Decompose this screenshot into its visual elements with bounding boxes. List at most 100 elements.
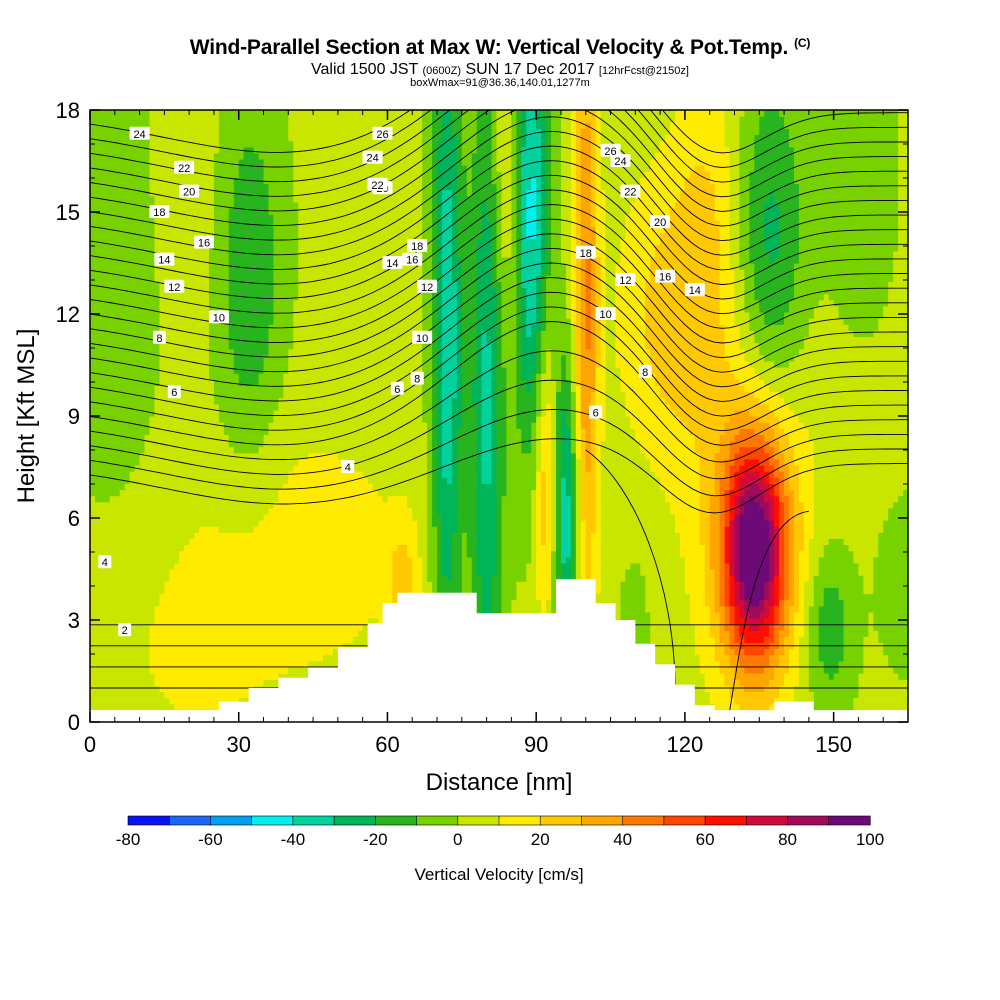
y-tick-label: 6 bbox=[68, 506, 80, 531]
contour-label: 16 bbox=[655, 269, 676, 284]
colorbar-swatch bbox=[704, 815, 747, 826]
contour-label: 6 bbox=[167, 385, 181, 399]
colorbar-swatch bbox=[581, 815, 624, 826]
colorbar-tick-label: 20 bbox=[531, 830, 550, 849]
contour-label-bg bbox=[684, 283, 705, 297]
contour-label: 12 bbox=[164, 279, 185, 294]
contour-label: 14 bbox=[684, 283, 705, 297]
isentrope bbox=[90, 110, 908, 168]
contour-label: 16 bbox=[194, 235, 215, 250]
colorbar-tick-label: -40 bbox=[281, 830, 306, 849]
contour-label-bg bbox=[372, 126, 393, 140]
isentrope bbox=[90, 291, 908, 417]
contour-label-text: 22 bbox=[624, 187, 636, 199]
contour-label: 10 bbox=[208, 310, 229, 324]
contour-label: 12 bbox=[417, 279, 438, 294]
contour-label-text: 10 bbox=[416, 333, 428, 345]
valid-zulu: (0600Z) bbox=[422, 65, 462, 77]
x-tick-label: 30 bbox=[226, 732, 250, 757]
contour-label-bg bbox=[595, 307, 616, 320]
colorbar-swatch bbox=[498, 815, 541, 826]
contour-label-bg bbox=[367, 177, 388, 191]
contour-label-bg bbox=[167, 385, 181, 399]
colorbar-swatch bbox=[127, 815, 170, 826]
contour-label-text: 16 bbox=[659, 272, 671, 284]
contour-label-text: 16 bbox=[198, 238, 210, 250]
colorbar-swatch bbox=[622, 815, 665, 826]
isentrope bbox=[90, 306, 908, 432]
contour-label-bg bbox=[179, 184, 200, 198]
contour-label: 24 bbox=[362, 150, 383, 165]
contour-label-text: 24 bbox=[133, 129, 145, 141]
terrain-mask bbox=[90, 579, 908, 722]
colorbar-swatch bbox=[251, 815, 294, 826]
contour-label: 8 bbox=[638, 364, 652, 379]
y-tick-label: 0 bbox=[68, 710, 80, 735]
isentrope bbox=[90, 277, 908, 402]
isentrope bbox=[90, 116, 908, 242]
contour-label: 4 bbox=[341, 460, 355, 474]
isentrope bbox=[90, 321, 908, 446]
contour-label-bg bbox=[650, 215, 671, 229]
contour-label-text: 18 bbox=[411, 241, 423, 253]
isentrope bbox=[90, 130, 908, 256]
valid-date: SUN 17 Dec 2017 bbox=[465, 61, 595, 78]
contour-label-bg bbox=[382, 256, 403, 269]
contour-label-bg bbox=[638, 364, 652, 378]
contour-label: 10 bbox=[595, 307, 616, 321]
contour-label-bg bbox=[417, 279, 438, 293]
isentrope bbox=[90, 218, 908, 344]
valid-time: Valid 1500 JST bbox=[311, 61, 419, 78]
contour-label-text: 12 bbox=[168, 282, 180, 294]
potential-temperature-contours bbox=[90, 110, 908, 712]
contour-label-text: 22 bbox=[178, 163, 190, 175]
colorbar-swatch bbox=[375, 815, 418, 826]
isentrope bbox=[90, 110, 908, 183]
x-tick-label: 90 bbox=[524, 732, 548, 757]
contour-label-text: 6 bbox=[394, 384, 400, 396]
colorbar-swatch bbox=[828, 815, 871, 826]
contour-label-text: 14 bbox=[158, 255, 170, 267]
contour-label-text: 8 bbox=[156, 333, 162, 345]
isentrope bbox=[90, 110, 908, 212]
contour-label: 22 bbox=[620, 184, 641, 199]
colorbar-swatch bbox=[168, 815, 212, 826]
colorbar-tick-label: -20 bbox=[363, 830, 388, 849]
contour-label-text: 24 bbox=[366, 153, 378, 165]
contour-label-bg bbox=[575, 245, 596, 259]
chart-title-text: Wind-Parallel Section at Max W: Vertical… bbox=[189, 36, 789, 59]
contour-label-text: 26 bbox=[604, 146, 616, 158]
x-tick-label: 120 bbox=[667, 732, 704, 757]
contour-label-bg bbox=[620, 184, 641, 198]
colorbar-tick-label: 80 bbox=[778, 830, 797, 849]
contour-label-bg bbox=[407, 239, 428, 252]
y-tick-label: 9 bbox=[68, 404, 80, 429]
isentrope bbox=[90, 145, 908, 271]
contour-label-text: 2 bbox=[122, 625, 128, 637]
x-tick-label: 60 bbox=[375, 732, 399, 757]
isentrope bbox=[90, 204, 908, 329]
contour-label-bg bbox=[410, 371, 424, 385]
contour-label-text: 10 bbox=[599, 309, 611, 321]
colorbar-tick-label: -60 bbox=[198, 830, 223, 849]
contour-label-bg bbox=[589, 405, 603, 419]
contour-label: 6 bbox=[390, 381, 404, 396]
isentrope bbox=[90, 409, 908, 497]
y-tick-label: 15 bbox=[56, 200, 80, 225]
y-tick-label: 12 bbox=[56, 302, 80, 327]
contour-label-bg bbox=[412, 330, 433, 344]
colorbar-swatch bbox=[292, 815, 335, 826]
contour-label: 14 bbox=[154, 252, 175, 267]
colorbar-swatch bbox=[333, 815, 376, 826]
contour-label-text: 10 bbox=[213, 312, 225, 324]
contour-label-text: 14 bbox=[689, 285, 701, 297]
vertical-velocity-field bbox=[90, 110, 908, 722]
y-tick-label: 18 bbox=[56, 98, 80, 123]
axes: 0 30 60 90 120 150 0 3 6 9 12 15 18 bbox=[56, 98, 909, 757]
contour-label-bg bbox=[194, 235, 215, 249]
contour-label: 22 bbox=[367, 177, 388, 192]
contour-label-bg bbox=[610, 154, 631, 167]
contour-label-bg bbox=[390, 381, 404, 395]
forecast-info: [12hrFcst@2150z] bbox=[598, 65, 689, 77]
